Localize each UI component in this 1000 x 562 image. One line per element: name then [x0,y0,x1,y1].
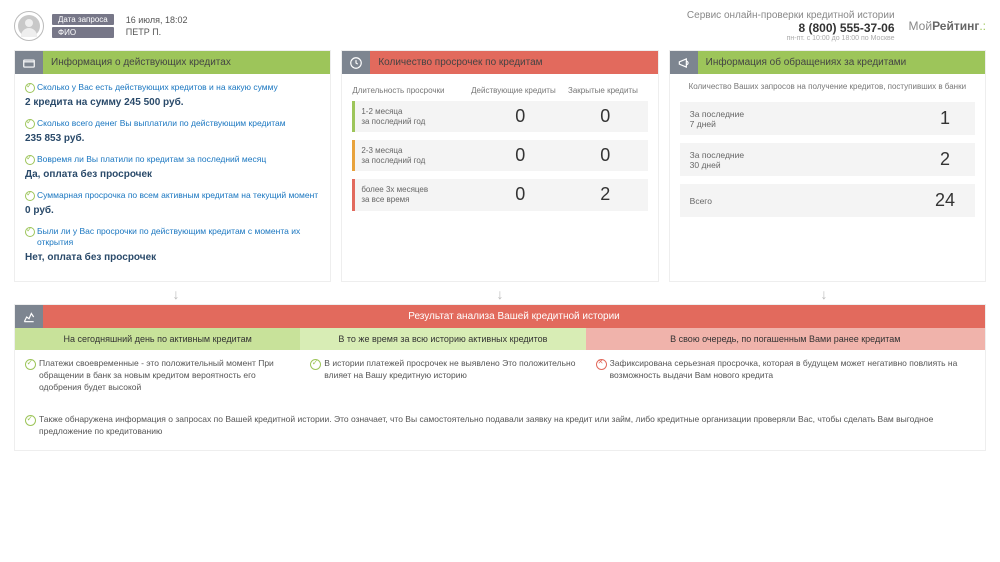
date-label-tag: Дата запроса [52,14,114,25]
answer: Да, оплата без просрочек [25,169,320,180]
delay-closed-value: 0 [563,140,648,171]
result-col-head-wrap: В свою очередь, по погашенным Вами ранее… [586,328,985,350]
result-col-head-wrap: На сегодняшний день по активным кредитам [15,328,300,350]
result-bullet: В истории платежей просрочек не выявлено… [310,358,575,382]
name-value: ПЕТР П. [126,27,188,37]
phone-number: 8 (800) 555-37-06 [798,21,894,35]
question: Сколько у Вас есть действующих кредитов … [25,82,320,93]
panel-active-credits: Информация о действующих кредитах Скольк… [14,50,331,282]
request-row: За последние7 дней1 [680,102,975,135]
result-col-body-wrap: Платежи своевременные - это положительны… [15,350,300,406]
table-head: Длительность просрочки Действующие креди… [352,82,647,101]
result-bullet: Платежи своевременные - это положительны… [25,358,290,394]
qa-item: Вовремя ли Вы платили по кредитам за пос… [25,154,320,180]
requests-subtitle: Количество Ваших запросов на получение к… [680,82,975,92]
request-label: За последние30 дней [690,150,925,170]
answer: Нет, оплата без просрочек [25,252,320,263]
result-col-head: На сегодняшний день по активным кредитам [15,328,300,350]
delay-label: 2-3 месяцаза последний год [352,140,477,171]
request-label: Всего [690,196,925,206]
request-value: 24 [925,190,965,211]
panels-row: Информация о действующих кредитах Скольк… [0,50,1000,282]
question: Вовремя ли Вы платили по кредитам за пос… [25,154,320,165]
delay-closed-value: 2 [563,179,648,210]
chart-icon [15,305,43,328]
delay-row: 2-3 месяцаза последний год00 [352,140,647,171]
result-col-head: В свою очередь, по погашенным Вами ранее… [586,328,985,350]
panel-requests: Информация об обращениях за кредитами Ко… [669,50,986,282]
delay-row: 1-2 месяцаза последний год00 [352,101,647,132]
result-panel: Результат анализа Вашей кредитной истори… [14,304,986,450]
delay-active-value: 0 [478,140,563,171]
request-label: За последние7 дней [690,109,925,129]
delay-label: более 3х месяцевза все время [352,179,477,210]
delay-label: 1-2 месяцаза последний год [352,101,477,132]
answer: 0 руб. [25,205,320,216]
result-col-head: В то же время за всю историю активных кр… [300,328,585,350]
delay-closed-value: 0 [563,101,648,132]
date-value: 16 июля, 18:02 [126,15,188,25]
result-col-body-wrap: Зафиксирована серьезная просрочка, котор… [586,350,985,406]
qa-item: Сколько всего денег Вы выплатили по дейс… [25,118,320,144]
delay-active-value: 0 [478,101,563,132]
request-row: Всего24 [680,184,975,217]
panel-title: Количество просрочек по кредитам [370,51,657,74]
result-title: Результат анализа Вашей кредитной истори… [43,305,985,328]
qa-item: Суммарная просрочка по всем активным кре… [25,190,320,216]
question: Были ли у Вас просрочки по действующим к… [25,226,320,248]
service-line: Сервис онлайн-проверки кредитной истории [687,10,895,21]
question: Сколько всего денег Вы выплатили по дейс… [25,118,320,129]
arrow-down-icon: ↓ [497,286,504,302]
logo: МойРейтинг.: [909,19,986,33]
question: Суммарная просрочка по всем активным кре… [25,190,320,201]
panel-delays: Количество просрочек по кредитам Длитель… [341,50,658,282]
qa-item: Сколько у Вас есть действующих кредитов … [25,82,320,108]
result-col-body: В истории платежей просрочек не выявлено… [300,350,585,394]
arrows-row: ↓ ↓ ↓ [0,282,1000,304]
panel-title: Информация о действующих кредитах [43,51,330,74]
megaphone-icon [670,51,698,74]
request-value: 2 [925,149,965,170]
qa-item: Были ли у Вас просрочки по действующим к… [25,226,320,263]
wallet-icon [15,51,43,74]
avatar [14,11,44,41]
result-col-body: Зафиксирована серьезная просрочка, котор… [586,350,985,394]
result-col-body: Платежи своевременные - это положительны… [15,350,300,406]
answer: 2 кредита на сумму 245 500 руб. [25,97,320,108]
header-right: Сервис онлайн-проверки кредитной истории… [687,10,986,42]
page-header: Дата запроса ФИО 16 июля, 18:02 ПЕТР П. … [0,0,1000,50]
result-col-body-wrap: В истории платежей просрочек не выявлено… [300,350,585,406]
panel-title: Информация об обращениях за кредитами [698,51,985,74]
arrow-down-icon: ↓ [821,286,828,302]
delay-row: более 3х месяцевза все время02 [352,179,647,210]
result-footer-bullet: Также обнаружена информация о запросах п… [25,414,975,438]
delay-active-value: 0 [478,179,563,210]
result-col-head-wrap: В то же время за всю историю активных кр… [300,328,585,350]
name-label-tag: ФИО [52,27,114,38]
arrow-down-icon: ↓ [173,286,180,302]
clock-icon [342,51,370,74]
request-row: За последние30 дней2 [680,143,975,176]
result-bullet: Зафиксирована серьезная просрочка, котор… [596,358,975,382]
working-hours: пн-пт. с 10:00 до 18:00 по Москве [787,35,895,42]
header-left: Дата запроса ФИО 16 июля, 18:02 ПЕТР П. [14,10,187,42]
request-value: 1 [925,108,965,129]
answer: 235 853 руб. [25,133,320,144]
